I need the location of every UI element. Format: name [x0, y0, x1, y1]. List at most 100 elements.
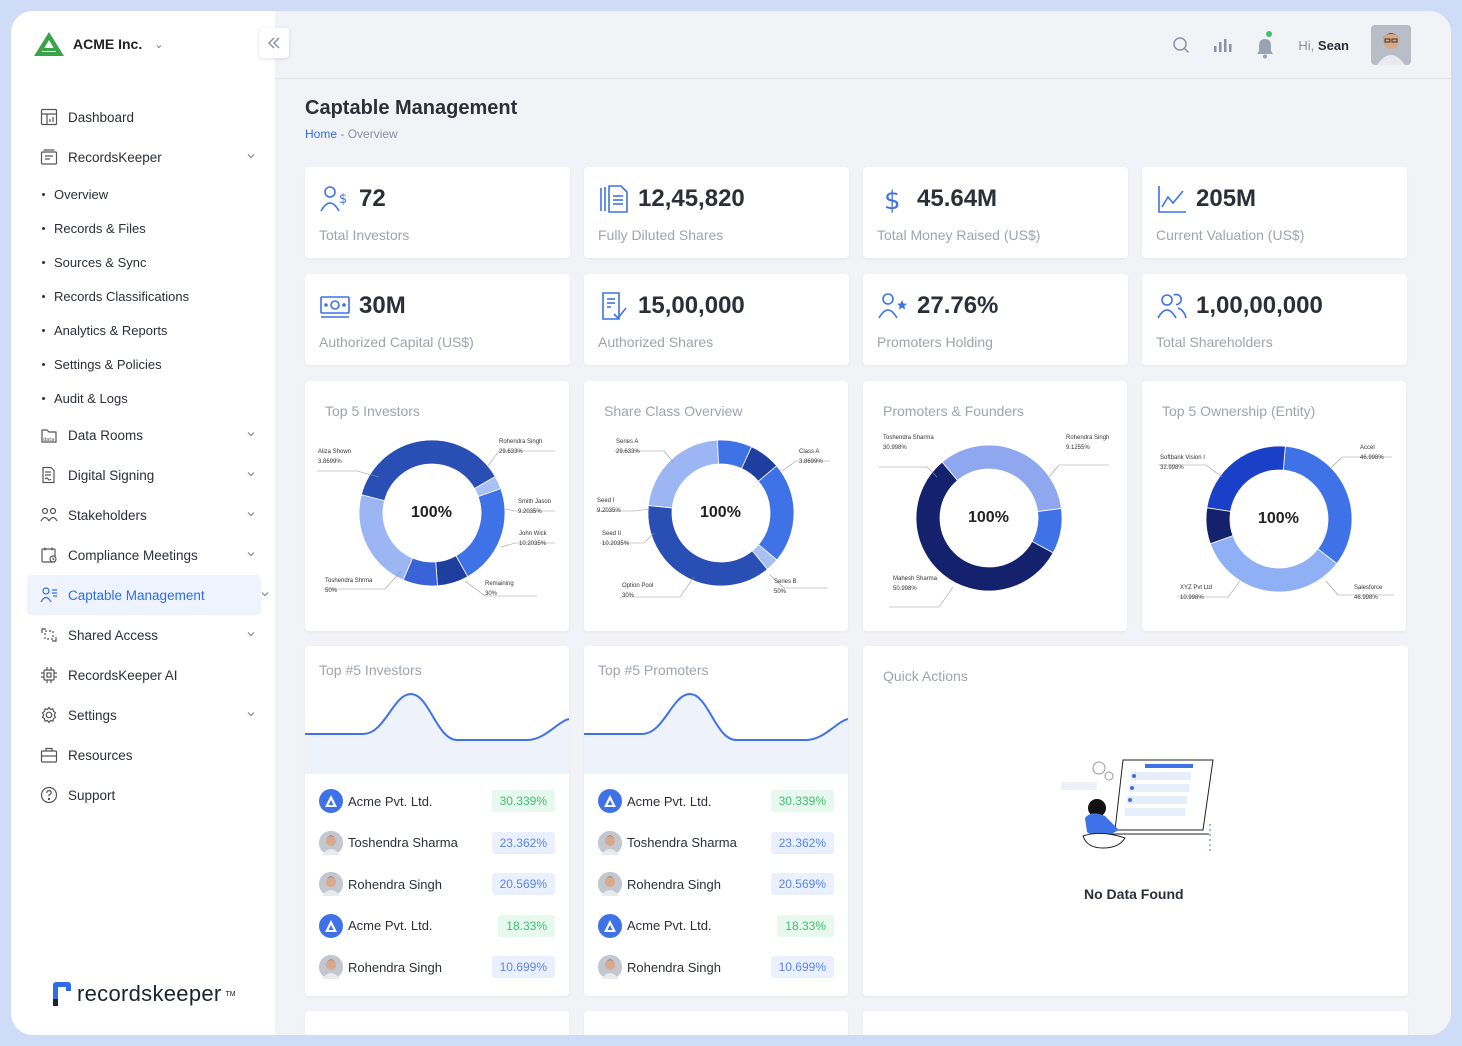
sidebar-item-recordskeeper[interactable]: RecordsKeeper: [27, 137, 261, 177]
donut-slice[interactable]: [1206, 445, 1286, 512]
sidebar-item-resources[interactable]: Resources: [27, 735, 261, 775]
sidebar-item-label: Shared Access: [68, 627, 159, 643]
list-item[interactable]: Toshendra Sharma 23.362%: [598, 830, 834, 856]
notification-bell-icon[interactable]: [1254, 30, 1276, 60]
list-item-name: Acme Pvt. Ltd.: [627, 793, 712, 809]
sidebar-item-compliance-meetings[interactable]: Compliance Meetings: [27, 535, 261, 575]
percentage-badge: 30.339%: [770, 790, 834, 812]
sidebar-subitem-records-files[interactable]: Records & Files: [27, 211, 261, 245]
sidebar-item-shared-access[interactable]: Shared Access: [27, 615, 261, 655]
chevron-down-icon: [247, 472, 255, 477]
analytics-icon[interactable]: [1212, 36, 1232, 54]
list-item[interactable]: Acme Pvt. Ltd. 30.339%: [319, 788, 555, 814]
sidebar-subitem-sources-sync[interactable]: Sources & Sync: [27, 245, 261, 279]
slice-value: 9.1255%: [1066, 445, 1090, 452]
app-frame: ACME Inc. ⌄ Dashboard RecordsKeeper Over…: [11, 11, 1451, 1035]
list-item[interactable]: Rohendra Singh 10.699%: [598, 954, 834, 980]
sidebar-item-recordskeeper-ai[interactable]: RecordsKeeper AI: [27, 655, 261, 695]
list-item[interactable]: Acme Pvt. Ltd. 30.339%: [598, 788, 834, 814]
stat-value: 27.76%: [917, 292, 999, 319]
list-item[interactable]: Rohendra Singh 10.699%: [319, 954, 555, 980]
slice-value: 10.2035%: [602, 541, 630, 548]
documents-icon: [600, 185, 628, 213]
stakeholders-icon: [39, 505, 59, 525]
search-icon[interactable]: [1172, 36, 1190, 54]
list-item[interactable]: Rohendra Singh 20.569%: [319, 871, 555, 897]
list-item[interactable]: Rohendra Singh 20.569%: [598, 871, 834, 897]
list-item-name: Rohendra Singh: [627, 959, 721, 975]
sidebar-item-label: Resources: [68, 747, 133, 763]
sidebar-subitem-records-classifications[interactable]: Records Classifications: [27, 279, 261, 313]
stat-value: 12,45,820: [638, 185, 745, 212]
donut-slice[interactable]: [360, 439, 496, 502]
slice-name: Accel: [1360, 445, 1375, 451]
sidebar-item-digital-signing[interactable]: Digital Signing: [27, 455, 261, 495]
slice-name: Series B: [774, 579, 797, 585]
sidebar-item-support[interactable]: Support: [27, 775, 261, 815]
slice-value: 30%: [485, 591, 498, 598]
sidebar-item-captable-management[interactable]: Captable Management: [27, 575, 269, 615]
list-item[interactable]: Acme Pvt. Ltd. 18.33%: [598, 913, 834, 939]
donut-slice[interactable]: [915, 461, 1054, 592]
chart-title: Top 5 Ownership (Entity): [1162, 403, 1316, 419]
slice-name: Mahesh Sharma: [893, 576, 938, 582]
slice-value: 3.8699%: [318, 459, 342, 466]
percentage-badge: 18.33%: [498, 914, 555, 937]
signing-icon: [39, 465, 59, 485]
sidebar-item-label: Settings: [68, 707, 117, 723]
banknote-icon: [320, 296, 350, 318]
recordskeeper-logo-mark-icon: [53, 982, 71, 1006]
sidebar-subitem-label: Audit & Logs: [54, 390, 128, 406]
stat-card-fully-diluted-shares: 12,45,820 Fully Diluted Shares: [584, 167, 849, 258]
sidebar-item-label: Support: [68, 787, 116, 803]
stat-value: 205M: [1196, 185, 1257, 212]
slice-value: 9.2035%: [518, 509, 542, 516]
stat-value: 72: [359, 185, 386, 212]
double-chevron-left-icon: [267, 37, 280, 49]
slice-value: 50.998%: [893, 586, 917, 593]
annotation-mahesh-sharma: Mahesh Sharma 50.998%: [893, 574, 937, 594]
annotation-rohendra-singh: Rohendra Singh 29.633%: [499, 437, 542, 457]
sidebar-item-stakeholders[interactable]: Stakeholders: [27, 495, 261, 535]
chevron-down-icon: [247, 632, 255, 637]
chevron-down-icon: [247, 154, 255, 159]
chart-card-top-5-ownership: Top 5 Ownership (Entity) 100% Accel 46.99…: [1142, 381, 1406, 631]
sidebar-item-dashboard[interactable]: Dashboard: [27, 97, 261, 137]
company-name: ACME Inc.: [73, 36, 143, 52]
quick-actions-title: Quick Actions: [883, 668, 968, 684]
sidebar-subitem-overview[interactable]: Overview: [27, 177, 261, 211]
company-switcher[interactable]: ACME Inc. ⌄: [33, 31, 163, 57]
sidebar-item-data-rooms[interactable]: data Data Rooms: [27, 415, 261, 455]
sidebar-item-settings[interactable]: Settings: [27, 695, 261, 735]
stat-card-total-money-raised: $ 45.64M Total Money Raised (US$): [863, 167, 1128, 258]
slice-name: Salesforce: [1354, 585, 1383, 591]
sidebar-subitem-label: Overview: [54, 186, 109, 202]
sidebar-subitem-analytics-reports[interactable]: Analytics & Reports: [27, 313, 261, 347]
sidebar-subitem-settings-policies[interactable]: Settings & Policies: [27, 347, 261, 381]
slice-name: Softbank Vision I: [1160, 455, 1205, 461]
user-greeting[interactable]: Hi, Sean: [1298, 38, 1349, 53]
slice-name: Aliza Shown: [318, 449, 352, 455]
user-star-icon: [878, 293, 907, 319]
sidebar-item-label: Digital Signing: [68, 467, 155, 483]
slice-value: 29.633%: [499, 449, 523, 456]
sidebar-subitem-audit-logs[interactable]: Audit & Logs: [27, 381, 261, 415]
list-item-name: Acme Pvt. Ltd.: [348, 918, 433, 933]
list-item[interactable]: Toshendra Sharma 23.362%: [319, 830, 555, 856]
person-avatar: [598, 830, 622, 855]
topbar: Hi, Sean: [275, 11, 1451, 79]
ai-chip-icon: [39, 665, 59, 685]
user-avatar[interactable]: [1371, 25, 1411, 65]
stat-label: Total Shareholders: [1156, 334, 1273, 350]
list-item[interactable]: Acme Pvt. Ltd. 18.33%: [319, 913, 555, 939]
breadcrumb-home-link[interactable]: Home: [305, 127, 338, 141]
sidebar-subitem-label: Records Classifications: [54, 288, 190, 304]
slice-name: John Wick: [519, 531, 547, 537]
greeting-text: Hi,: [1298, 37, 1315, 53]
stat-card-promoters-holding: 27.76% Promoters Holding: [863, 274, 1128, 365]
percentage-badge: 18.33%: [777, 914, 834, 937]
bullet-dot: [42, 260, 45, 264]
chevron-down-icon: [247, 512, 255, 517]
collapse-sidebar-button[interactable]: [259, 28, 289, 58]
donut-slice[interactable]: [757, 465, 795, 561]
